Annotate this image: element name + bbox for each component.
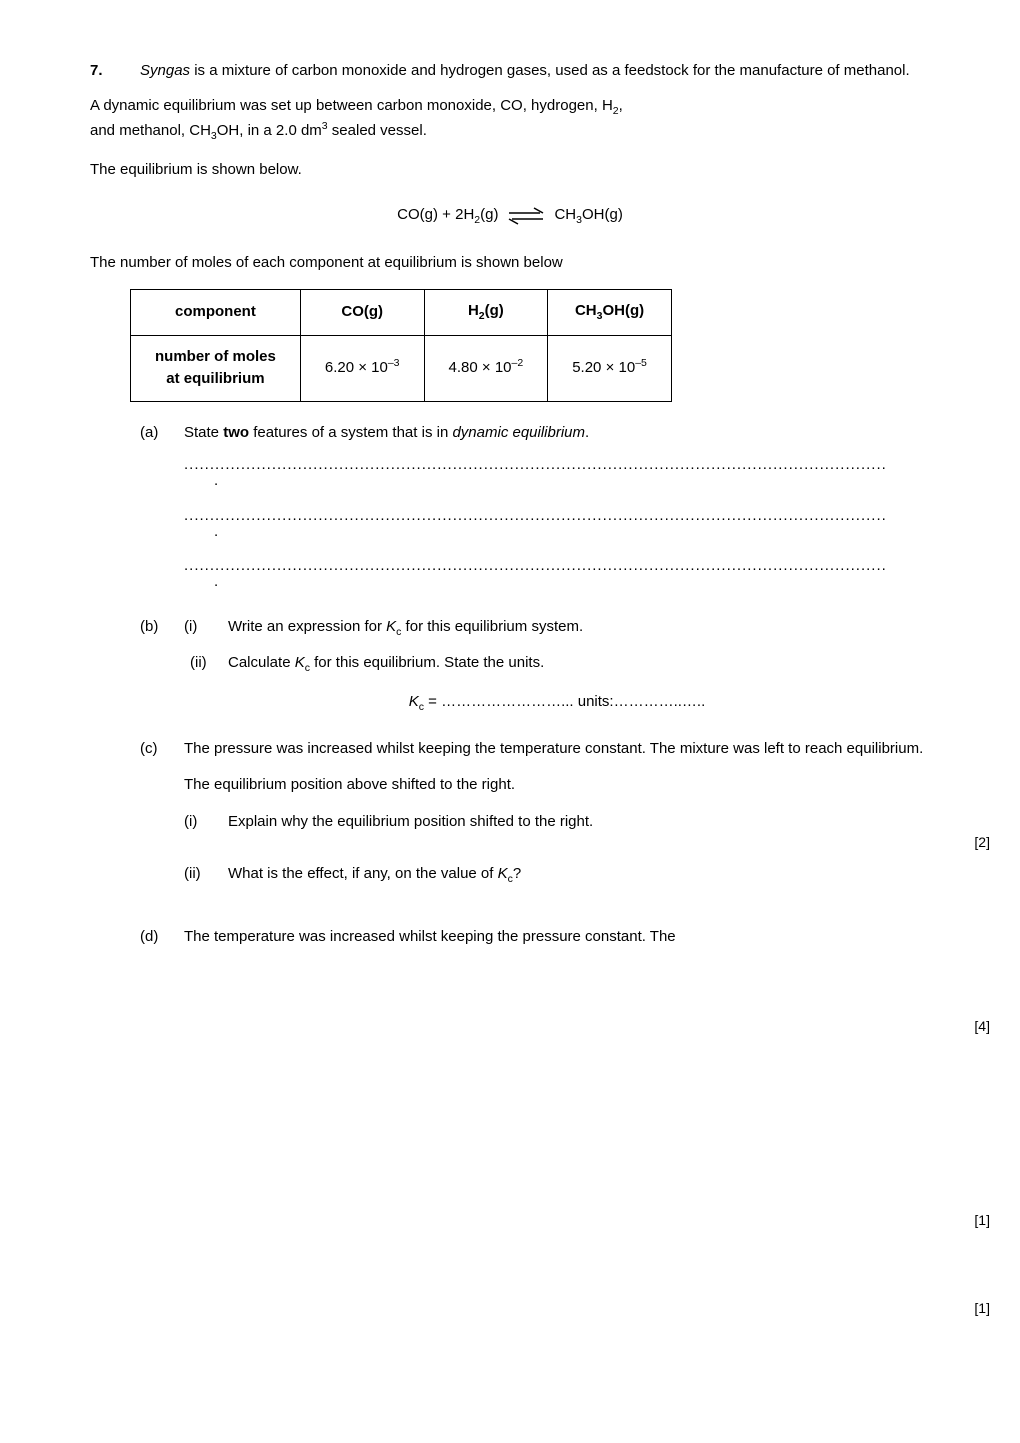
b-ii-text: Calculate Kc for this equilibrium. State… <box>228 652 930 677</box>
c-i-label: (i) <box>184 811 228 834</box>
th-co: CO(g) <box>300 289 424 335</box>
a-body: State two features of a system that is i… <box>184 422 930 606</box>
th-component: component <box>131 289 301 335</box>
c-label: (c) <box>140 738 184 761</box>
part-b-i: (i) Write an expression for Kc for this … <box>184 616 930 641</box>
b-label: (b) <box>140 616 184 639</box>
mark-1b: [1] <box>974 1298 990 1319</box>
d-text: The temperature was increased whilst kee… <box>184 926 930 949</box>
intro-2: A dynamic equilibrium was set up between… <box>90 95 930 146</box>
intro-1: Syngas is a mixture of carbon monoxide a… <box>140 60 930 83</box>
part-b: (b) (i) Write an expression for Kc for t… <box>140 616 930 726</box>
th-h2: H2(g) <box>424 289 548 335</box>
b-ii-label: (ii) <box>184 652 228 675</box>
answer-line <box>184 454 930 468</box>
b-i-text: Write an expression for Kc for this equi… <box>228 616 930 641</box>
c-i-text: Explain why the equilibrium position shi… <box>228 811 930 834</box>
mark-1a: [1] <box>974 1210 990 1231</box>
part-a: (a) State two features of a system that … <box>140 422 930 606</box>
answer-line <box>184 555 930 569</box>
eq-right: CH3OH(g) <box>554 204 622 229</box>
mark-2: [2] <box>974 832 990 853</box>
equilibrium-table: component CO(g) H2(g) CH3OH(g) number of… <box>130 289 672 402</box>
page: 7. Syngas is a mixture of carbon monoxid… <box>0 0 1020 1443</box>
intro-3: The equilibrium is shown below. <box>90 159 930 182</box>
question-row: 7. Syngas is a mixture of carbon monoxid… <box>90 60 930 83</box>
b-i-label: (i) <box>184 616 228 639</box>
part-c-i: (i) Explain why the equilibrium position… <box>184 811 930 834</box>
equilibrium-arrow-icon <box>506 204 546 228</box>
part-c-ii: (ii) What is the effect, if any, on the … <box>184 863 930 888</box>
intro1-rest: is a mixture of carbon monoxide and hydr… <box>190 62 910 79</box>
question-number: 7. <box>90 60 140 83</box>
c-ii-label: (ii) <box>184 863 228 886</box>
eq-left: CO(g) + 2H2(g) <box>397 204 498 229</box>
part-d: (d) The temperature was increased whilst… <box>140 926 930 949</box>
cell-h2: 4.80 × 10–2 <box>424 335 548 401</box>
equilibrium-equation: CO(g) + 2H2(g) CH3OH(g) <box>90 204 930 229</box>
c-text-2: The equilibrium position above shifted t… <box>184 774 930 797</box>
mark-4: [4] <box>974 1016 990 1037</box>
kc-answer-line: Kc = ……………………... units:…………..….. <box>184 691 930 716</box>
part-c: (c) The pressure was increased whilst ke… <box>140 738 930 844</box>
d-label: (d) <box>140 926 184 949</box>
cell-co: 6.20 × 10–3 <box>300 335 424 401</box>
part-b-ii: (ii) Calculate Kc for this equilibrium. … <box>184 652 930 677</box>
c-text-1: The pressure was increased whilst keepin… <box>184 738 930 761</box>
c-ii-text: What is the effect, if any, on the value… <box>228 863 930 888</box>
syngas-word: Syngas <box>140 62 190 79</box>
cell-ch3oh: 5.20 × 10–5 <box>548 335 672 401</box>
intro-4: The number of moles of each component at… <box>90 252 930 275</box>
th-ch3oh: CH3OH(g) <box>548 289 672 335</box>
a-label: (a) <box>140 422 184 445</box>
row-label: number of moles at equilibrium <box>131 335 301 401</box>
part-c-ii-row: (ii) What is the effect, if any, on the … <box>140 863 930 898</box>
answer-line <box>184 505 930 519</box>
